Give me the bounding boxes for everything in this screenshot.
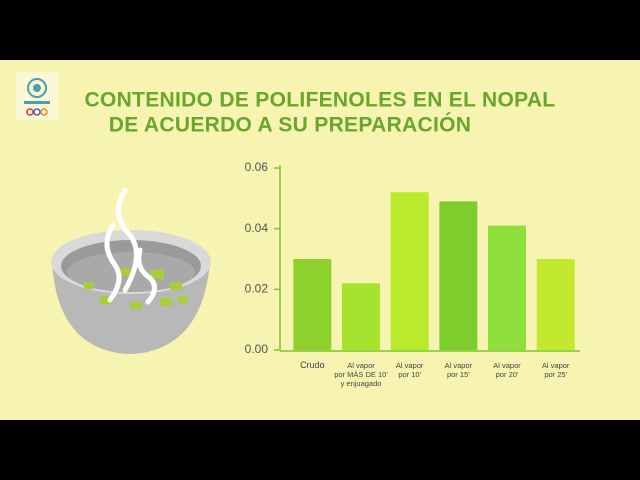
y-tick-label: 0.00 (245, 342, 269, 356)
x-tick-label: Al vapor por 25' (542, 361, 570, 379)
x-tick-label-line: Al vapor (493, 361, 521, 370)
bar (439, 201, 478, 350)
bar (390, 192, 429, 350)
x-tick-label: Crudo (300, 360, 325, 370)
x-tick-label-line: Al vapor (445, 361, 473, 370)
x-tick-label: Al vapor por MÁS DE 10' y enjuagado (334, 361, 388, 388)
bowl-illustration (51, 187, 211, 354)
x-tick-label-line: por 15' (447, 370, 470, 379)
x-tick-label-line: y enjuagado (341, 379, 382, 388)
chart-title: CONTENIDO DE POLIFENOLES EN EL NOPAL (85, 89, 556, 112)
y-tick-label: 0.02 (245, 282, 269, 296)
chart-title: DE ACUERDO A SU PREPARACIÓN (109, 113, 471, 137)
bar (293, 259, 332, 350)
x-tick-label-line: Al vapor (542, 361, 570, 370)
x-tick-label-line: Crudo (300, 360, 325, 370)
x-tick-label-line: por 20' (496, 370, 519, 379)
bar (488, 225, 526, 350)
x-tick-label: Al vapor por 10' (396, 361, 424, 379)
x-tick-label: Al vapor por 15' (445, 361, 473, 379)
y-tick-label: 0.04 (245, 221, 269, 235)
bar (536, 259, 575, 350)
x-tick-label-line: Al vapor (396, 361, 424, 370)
bar (342, 283, 380, 350)
x-tick-label: Al vapor por 20' (493, 361, 521, 379)
logo (16, 72, 58, 120)
y-tick-label: 0.06 (245, 160, 269, 174)
x-tick-label-line: por MÁS DE 10' (334, 370, 388, 379)
x-tick-label-line: por 25' (544, 370, 567, 379)
x-tick-label-line: por 10' (398, 370, 421, 379)
x-tick-label-line: Al vapor (347, 361, 375, 370)
